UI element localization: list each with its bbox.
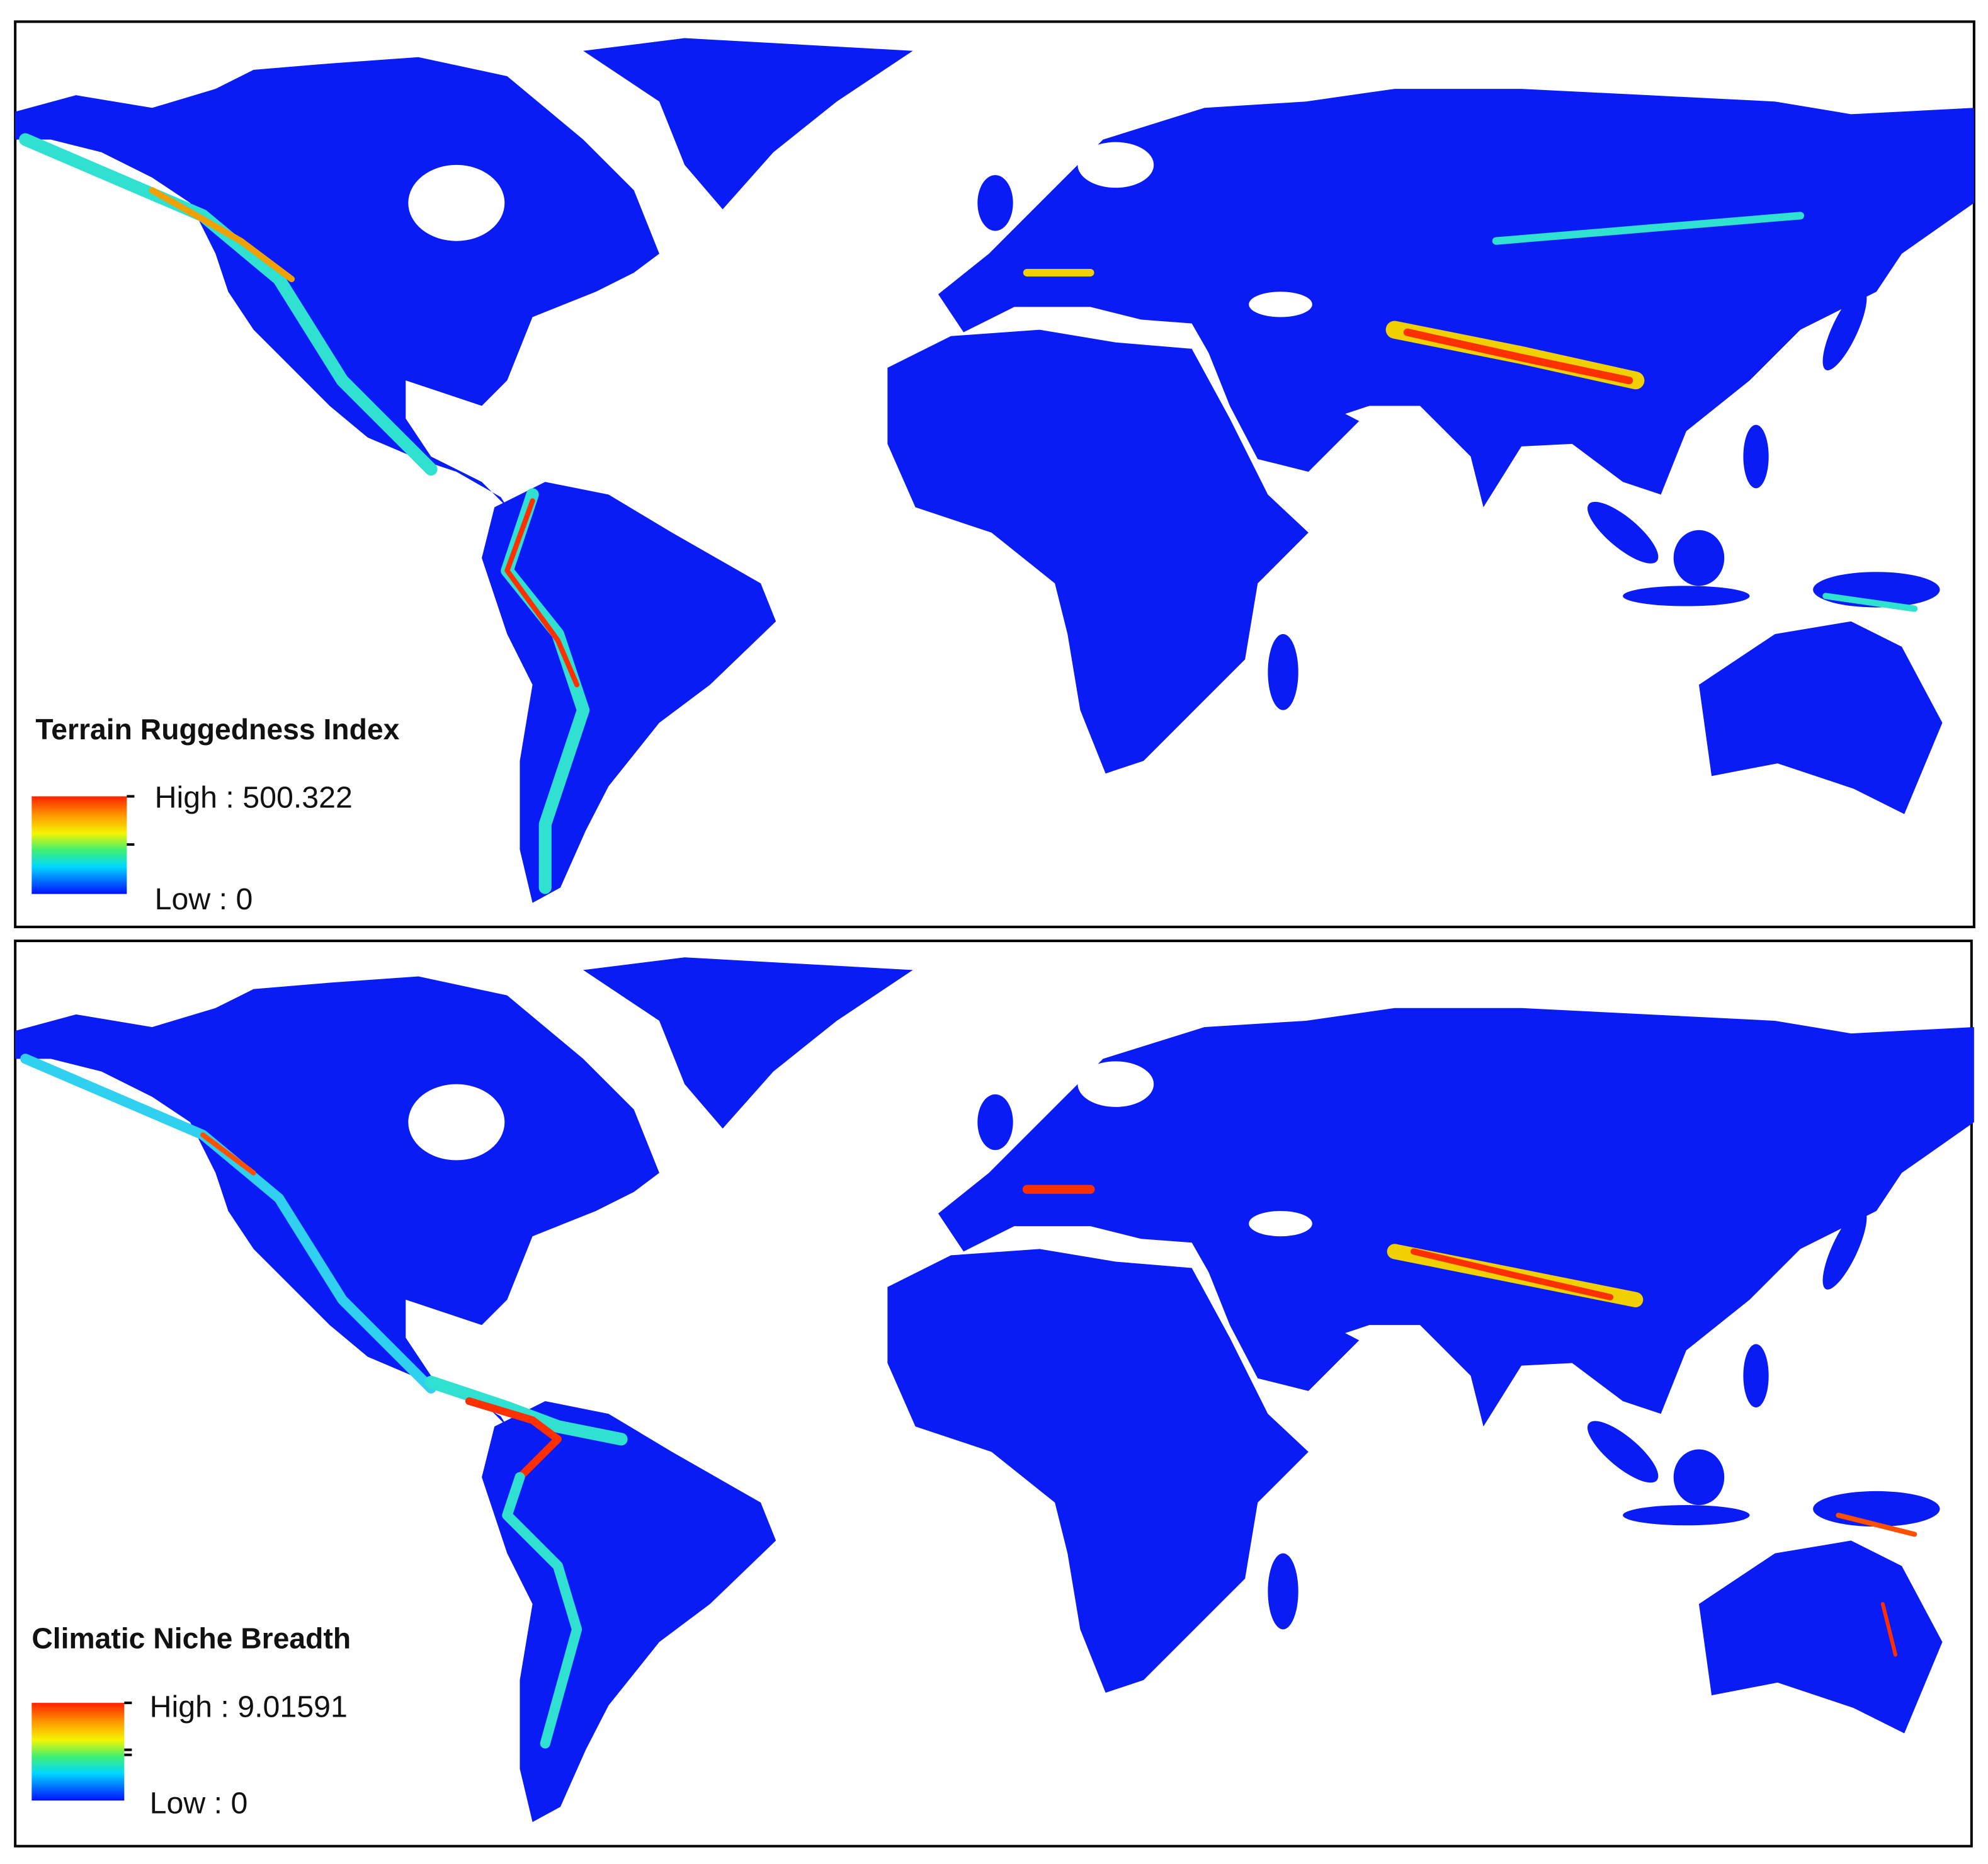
panel: Climatic Niche Breadth High : 9.01591 Lo…	[14, 940, 1974, 1848]
color-ramp	[31, 1703, 125, 1801]
panel: Terrain Ruggedness Index High : 500.322 …	[14, 20, 1975, 928]
legend-low: Low : 0	[150, 1786, 248, 1820]
legend-title: Terrain Ruggedness Index	[35, 713, 399, 746]
niche-ridges	[20, 1054, 1917, 1749]
legend-high: High : 9.01591	[150, 1690, 348, 1724]
ruggedness-ridges	[19, 133, 1918, 894]
legend-low: Low : 0	[155, 882, 253, 916]
legend-high: High : 500.322	[155, 781, 353, 815]
color-ramp	[31, 796, 127, 894]
legend-title: Climatic Niche Breadth	[31, 1622, 351, 1655]
